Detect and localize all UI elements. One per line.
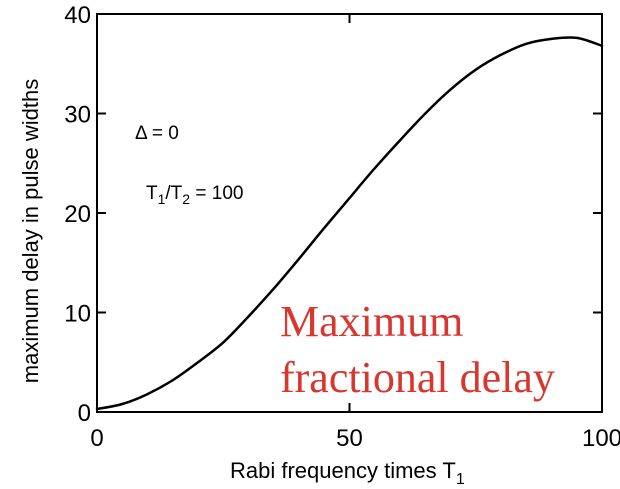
- x-tick-label: 50: [336, 425, 363, 452]
- overlay-line-2: fractional delay: [280, 353, 555, 402]
- axis-ticks: [96, 13, 603, 413]
- tick-labels: 0 50 100 0 10 20 30 40: [64, 2, 620, 452]
- y-axis-label: maximum delay in pulse widths: [18, 79, 43, 383]
- y-tick-label: 40: [64, 2, 91, 29]
- y-tick-label: 30: [64, 102, 91, 129]
- delta-annotation: Δ = 0: [135, 123, 179, 144]
- y-tick-label: 20: [64, 201, 91, 228]
- y-tick-label: 0: [78, 400, 91, 427]
- delay-curve: [95, 36, 604, 411]
- x-axis-label: Rabi frequency times T1: [230, 458, 465, 488]
- y-tick-label: 10: [64, 301, 91, 328]
- x-tick-label: 100: [582, 425, 620, 452]
- t-ratio-annotation: T1/T2 = 100: [146, 183, 243, 207]
- x-tick-label: 0: [90, 425, 103, 452]
- overlay-line-1: Maximum: [280, 297, 463, 346]
